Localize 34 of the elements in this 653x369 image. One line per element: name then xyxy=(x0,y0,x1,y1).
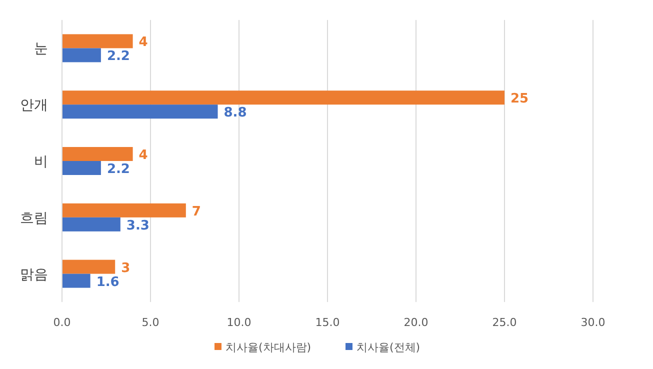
bar xyxy=(62,161,101,175)
x-tick-label: 10.0 xyxy=(226,316,252,329)
data-label: 3.3 xyxy=(126,218,150,234)
y-tick-label: 맑음 xyxy=(20,266,48,283)
data-label: 7 xyxy=(192,204,201,220)
bar xyxy=(62,203,186,218)
x-tick-label: 30.0 xyxy=(580,316,606,329)
bar xyxy=(62,274,90,288)
legend-label: 치사율(차대사람) xyxy=(226,341,312,354)
data-label: 1.6 xyxy=(96,274,120,290)
y-tick-label: 비 xyxy=(34,154,48,170)
data-label: 4 xyxy=(138,35,148,50)
x-tick-label: 20.0 xyxy=(404,316,428,329)
y-tick-label: 흐림 xyxy=(20,210,48,226)
bar xyxy=(62,34,133,48)
data-label: 25 xyxy=(510,92,529,107)
bar xyxy=(62,104,218,119)
x-tick-label: 0.0 xyxy=(53,316,71,329)
data-label: 3 xyxy=(121,260,130,276)
x-tick-label: 5.0 xyxy=(142,316,160,329)
bar xyxy=(62,217,120,232)
y-tick-label: 눈 xyxy=(34,41,48,58)
bar xyxy=(62,260,116,274)
data-label: 2.2 xyxy=(106,49,130,64)
data-label: 8.8 xyxy=(224,106,247,121)
bar xyxy=(62,147,133,161)
data-label: 2.2 xyxy=(106,162,130,177)
x-tick-label: 15.0 xyxy=(315,316,340,329)
bar xyxy=(62,48,101,62)
bar xyxy=(62,90,504,105)
x-tick-label: 25.0 xyxy=(492,316,517,329)
legend-label: 치사율(전체) xyxy=(356,341,420,354)
data-label: 4 xyxy=(138,148,148,163)
y-tick-label: 안개 xyxy=(20,98,48,114)
